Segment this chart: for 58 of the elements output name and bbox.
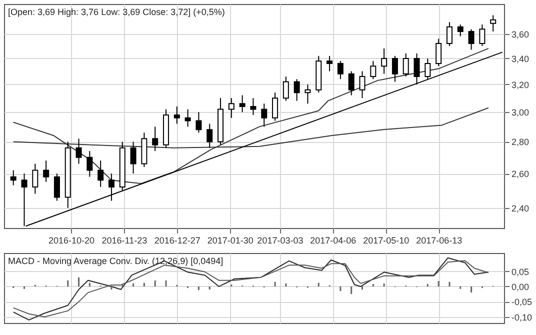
candlestick (468, 28, 474, 50)
candlestick (108, 173, 114, 202)
candlestick (392, 55, 398, 82)
candlestick (196, 112, 202, 134)
candlestick (402, 52, 409, 77)
y-tick-label: 3,60 (512, 29, 530, 40)
candlestick (282, 76, 289, 102)
candlestick (348, 70, 354, 96)
candlestick (76, 138, 82, 164)
candlestick (446, 22, 452, 47)
x-tick-label: 2017-03-03 (257, 236, 304, 246)
candlestick (86, 150, 93, 178)
candlestick (152, 126, 158, 152)
y-tick-label: 3,00 (512, 108, 530, 118)
x-tick-label: 2016-10-20 (48, 236, 94, 246)
candlestick (239, 94, 246, 113)
x-tick-label: 2017-05-10 (363, 236, 410, 246)
candlestick (206, 123, 213, 148)
y-tick-label: 0,00 (512, 282, 530, 292)
x-tick-label: 2017-06-13 (416, 236, 462, 246)
candlestick (184, 108, 191, 128)
candlestick (261, 103, 268, 128)
candlestick (250, 98, 256, 116)
candlestick (381, 48, 388, 74)
candlestick (436, 38, 442, 67)
x-tick-label: 2016-12-27 (154, 236, 200, 246)
candlestick (130, 141, 136, 174)
candlestick (272, 92, 278, 122)
y-tick-label: 2,60 (512, 169, 530, 180)
candlestick (304, 84, 311, 104)
candlestick (490, 14, 496, 32)
candlestick (337, 60, 344, 80)
y-tick-label: 2,80 (512, 137, 530, 148)
y-tick-label: 3,20 (512, 80, 530, 90)
chart-title: MACD - Moving Average Conv. Div. (12,26,9) [0,0494] (8, 256, 224, 266)
candlestick (10, 170, 16, 186)
candlestick (326, 55, 333, 72)
candlestick (370, 60, 376, 80)
y-tick-label: 2,40 (512, 203, 530, 214)
candlestick (294, 78, 300, 102)
chart-title: [Open: 3,69 High: 3,76 Low: 3,69 Close: 3,72] (+0,5%) (8, 7, 225, 17)
candlestick (457, 24, 464, 37)
y-tick-label: 0,05 (512, 266, 530, 277)
y-tick-label: -0,10 (512, 312, 532, 322)
y-tick-label: 3,40 (512, 54, 530, 64)
y-tick-label: -0,05 (512, 297, 532, 308)
candlestick (228, 98, 234, 118)
x-tick-label: 2016-11-23 (102, 236, 148, 246)
x-tick-label: 2017-04-06 (310, 236, 356, 246)
candlestick (43, 160, 50, 182)
candlestick (32, 163, 38, 194)
candlestick (54, 173, 60, 202)
x-tick-label: 2017-01-30 (207, 236, 254, 246)
candlestick (359, 70, 366, 99)
candlestick (424, 58, 431, 80)
candlestick (174, 106, 180, 124)
candlestick (98, 160, 104, 188)
candlestick (479, 24, 486, 47)
